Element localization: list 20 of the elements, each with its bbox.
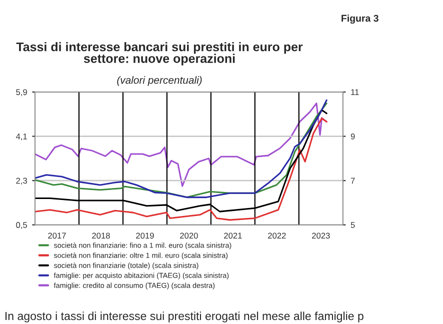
y2-tick-label: 9 <box>350 133 355 140</box>
y2-tick-label: 5 <box>350 222 355 228</box>
x-tick-label: 2017 <box>48 232 66 239</box>
y-tick-label: 0,5 <box>16 222 28 229</box>
x-tick-label: 2021 <box>224 232 242 239</box>
y-tick-label: 4,1 <box>16 134 27 140</box>
y-tick-label: 5,9 <box>16 89 27 96</box>
x-tick-label: 2018 <box>92 232 110 239</box>
x-tick-label: 2019 <box>136 232 154 239</box>
chart-title: Tassi di interesse bancari sui prestiti in euro per settore: nuove operazioni <box>16 42 303 66</box>
line-series <box>34 118 328 221</box>
x-tick-label: 2020 <box>180 232 198 239</box>
y2-tick-label: 7 <box>350 178 355 184</box>
y2-tick-label: 11 <box>351 89 359 96</box>
x-tick-label: 2022 <box>268 232 286 239</box>
text: Figura 3 <box>342 14 378 24</box>
text: In agosto i tassi di interesse sui prestiti erogati nel mese alle famiglie p <box>5 312 364 322</box>
x-tick-label: 2023 <box>312 232 330 239</box>
chart-subtitle: (valori percentuali) <box>117 76 202 86</box>
y-tick-label: 2,3 <box>16 178 27 185</box>
